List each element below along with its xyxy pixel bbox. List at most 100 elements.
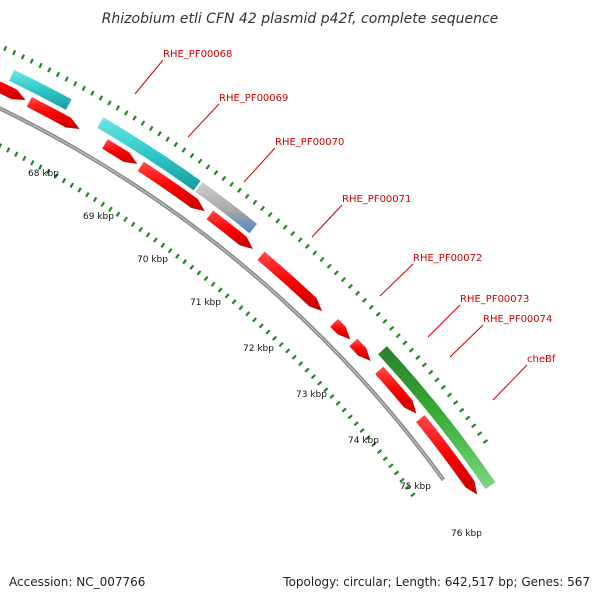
- label-leader-line: [187, 103, 220, 138]
- forward-gene-arc: [378, 346, 496, 489]
- inner-tick: [291, 354, 297, 360]
- inner-tick: [123, 216, 128, 222]
- gene-label-cheBf: cheBf: [527, 354, 556, 365]
- kbp-label: 74 kbp: [348, 436, 379, 446]
- inner-tick: [14, 151, 19, 157]
- reverse-gene-arrow: [206, 210, 253, 250]
- inner-tick: [371, 442, 377, 447]
- outer-tick: [213, 170, 219, 176]
- outer-tick: [229, 181, 235, 188]
- inner-tick: [285, 348, 291, 354]
- outer-tick: [375, 311, 381, 317]
- gene-label-rhe-pf00073: RHE_PF00073: [460, 294, 529, 305]
- outer-tick: [244, 193, 250, 199]
- outer-tick: [55, 71, 61, 78]
- outer-tick: [408, 347, 415, 353]
- inner-tick: [77, 187, 82, 193]
- kbp-label: 71 kbp: [190, 298, 221, 308]
- outer-tick: [132, 115, 137, 121]
- inner-tick: [224, 293, 230, 299]
- inner-tick: [278, 341, 284, 348]
- outer-tick: [173, 141, 179, 148]
- outer-tick: [389, 325, 395, 331]
- inner-tick: [404, 485, 411, 490]
- tick-marks: [0, 45, 489, 498]
- inner-tick: [304, 367, 310, 373]
- outer-tick: [297, 237, 303, 243]
- outer-tick: [140, 120, 146, 126]
- inner-tick: [22, 155, 27, 162]
- inner-tick: [245, 311, 251, 317]
- outer-tick: [459, 407, 465, 413]
- backbone-arc: [0, 106, 446, 482]
- kbp-label: 75 kbp: [400, 482, 431, 492]
- outer-tick: [73, 80, 78, 87]
- gene-features: [0, 69, 496, 495]
- label-leader-line: [492, 364, 528, 401]
- inner-tick: [347, 414, 353, 420]
- kbp-label: 68 kbp: [28, 169, 59, 179]
- inner-tick: [310, 374, 316, 380]
- outer-tick: [340, 277, 346, 283]
- inner-tick: [38, 164, 43, 170]
- inner-tick: [69, 182, 75, 188]
- outer-tick: [434, 377, 440, 383]
- label-leader-line: [134, 59, 164, 95]
- kbp-label: 69 kbp: [83, 212, 114, 222]
- inner-tick: [210, 281, 216, 287]
- inner-tick: [329, 394, 335, 400]
- outer-tick: [260, 205, 265, 212]
- label-leader-line: [427, 304, 461, 338]
- outer-tick: [20, 54, 26, 60]
- inner-tick: [238, 305, 244, 311]
- outer-tick: [29, 58, 34, 64]
- inner-tick: [145, 232, 151, 238]
- reverse-gene-arrow: [416, 415, 478, 495]
- inner-tick: [61, 177, 67, 184]
- outer-tick: [205, 164, 211, 170]
- outer-tick: [395, 333, 401, 339]
- label-leader-line: [379, 263, 414, 297]
- outer-tick: [465, 415, 471, 421]
- inner-tick: [217, 287, 223, 293]
- outer-tick: [440, 384, 446, 390]
- outer-tick: [148, 125, 154, 132]
- outer-tick: [3, 45, 8, 52]
- inner-tick: [382, 456, 388, 462]
- outer-tick: [446, 392, 453, 398]
- gene-label-rhe-pf00071: RHE_PF00071: [342, 194, 411, 205]
- outer-tick: [471, 423, 477, 429]
- inner-tick: [30, 160, 35, 166]
- inner-tick: [6, 147, 11, 153]
- backbone-highlight: [0, 108, 444, 481]
- inner-tick: [341, 407, 347, 413]
- outer-tick: [333, 270, 339, 276]
- inner-tick: [182, 259, 188, 265]
- outer-tick: [415, 354, 421, 360]
- reverse-gene-arrow: [349, 338, 371, 361]
- inner-tick: [138, 226, 143, 233]
- inner-tick: [160, 242, 166, 249]
- outer-tick: [482, 439, 489, 444]
- outer-tick: [368, 304, 374, 310]
- inner-tick: [0, 143, 3, 149]
- inner-tick: [399, 477, 405, 483]
- outer-tick: [47, 67, 52, 73]
- outer-tick: [326, 263, 332, 269]
- outer-tick: [157, 131, 162, 137]
- inner-tick: [46, 168, 51, 175]
- outer-tick: [115, 105, 121, 111]
- inner-tick: [196, 270, 202, 276]
- inner-tick: [108, 206, 113, 212]
- inner-tick: [130, 221, 136, 228]
- inner-tick: [258, 323, 264, 329]
- outer-tick: [290, 230, 296, 237]
- outer-tick: [12, 49, 17, 56]
- inner-tick: [92, 196, 98, 203]
- inner-tick: [317, 380, 323, 386]
- reverse-gene-arrow: [137, 161, 205, 212]
- outer-tick: [347, 283, 354, 289]
- inner-tick: [323, 387, 329, 393]
- forward-gene-arc: [97, 117, 201, 191]
- inner-tick: [353, 421, 359, 427]
